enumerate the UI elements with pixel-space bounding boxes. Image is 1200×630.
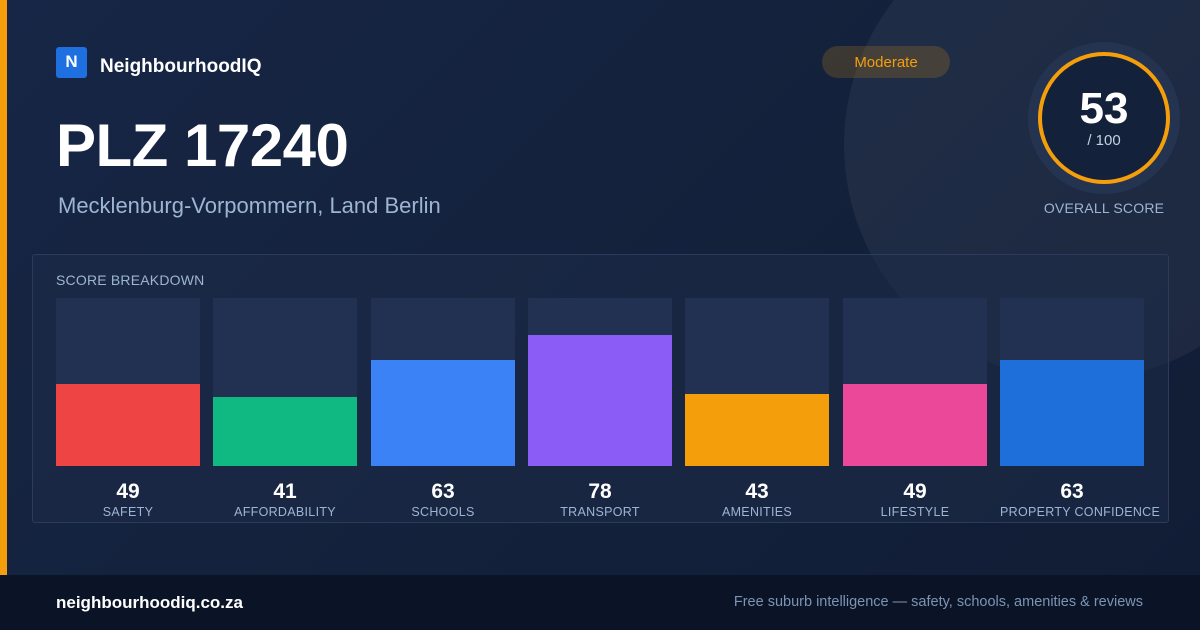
bar-value: 43 xyxy=(745,480,769,503)
bar-track xyxy=(56,298,200,466)
brand[interactable]: N NeighbourhoodIQ xyxy=(56,46,261,78)
score-ring: 53 / 100 xyxy=(1038,52,1170,184)
bar-track xyxy=(371,298,515,466)
bar-fill xyxy=(213,397,357,466)
bar-value: 41 xyxy=(273,480,297,503)
footer: neighbourhoodiq.co.za Free suburb intell… xyxy=(0,575,1200,630)
bar-label: SAFETY xyxy=(102,505,154,519)
bar-label: LIFESTYLE xyxy=(880,505,950,519)
bar-value: 49 xyxy=(903,480,927,503)
bar-label: AMENITIES xyxy=(721,505,793,519)
bar-track xyxy=(685,298,829,466)
bar-fill xyxy=(843,384,987,466)
bar-fill xyxy=(1000,360,1144,466)
bar-label: SCHOOLS xyxy=(411,505,475,519)
bar-track xyxy=(1000,298,1144,466)
accent-strip xyxy=(0,0,7,575)
bar-label: TRANSPORT xyxy=(560,505,640,519)
overall-score-label: OVERALL SCORE xyxy=(1043,200,1165,216)
bar-track xyxy=(213,298,357,466)
breakdown-item-transport: 78 TRANSPORT xyxy=(528,298,672,519)
rating-badge: Moderate xyxy=(822,46,950,78)
overall-score-max: / 100 xyxy=(1087,132,1121,149)
breakdown-item-lifestyle: 49 LIFESTYLE xyxy=(843,298,987,519)
bar-fill xyxy=(371,360,515,466)
breakdown-item-schools: 63 SCHOOLS xyxy=(371,298,515,519)
location-subtitle: Mecklenburg-Vorpommern, Land Berlin xyxy=(58,193,441,218)
breakdown-item-safety: 49 SAFETY xyxy=(56,298,200,519)
footer-tagline: Free suburb intelligence — safety, schoo… xyxy=(733,594,1143,610)
overall-score-gauge: 53 / 100 xyxy=(1028,42,1180,194)
breakdown-item-property-confidence: 63 PROPERTY CONFIDENCE xyxy=(1000,298,1161,519)
bar-value: 63 xyxy=(431,480,455,503)
bar-value: 63 xyxy=(1060,480,1084,503)
share-card: N NeighbourhoodIQ Moderate PLZ 17240 Mec… xyxy=(0,0,1200,575)
brand-logo-icon: N xyxy=(56,46,87,78)
breakdown-item-affordability: 41 AFFORDABILITY xyxy=(213,298,357,519)
bar-fill xyxy=(685,394,829,466)
bar-label: PROPERTY CONFIDENCE xyxy=(1000,505,1161,519)
overall-score-value: 53 xyxy=(1079,84,1129,133)
breakdown-item-amenities: 43 AMENITIES xyxy=(685,298,829,519)
page-title: PLZ 17240 xyxy=(56,112,349,179)
footer-domain-link[interactable]: neighbourhoodiq.co.za xyxy=(56,593,243,612)
bar-value: 49 xyxy=(116,480,140,503)
bar-value: 78 xyxy=(588,480,612,503)
score-breakdown-title: SCORE BREAKDOWN xyxy=(56,272,205,288)
bar-label: AFFORDABILITY xyxy=(234,505,336,519)
brand-name: NeighbourhoodIQ xyxy=(100,56,262,77)
bar-track xyxy=(528,298,672,466)
bar-fill xyxy=(56,384,200,466)
bar-fill xyxy=(528,335,672,466)
bar-track xyxy=(843,298,987,466)
